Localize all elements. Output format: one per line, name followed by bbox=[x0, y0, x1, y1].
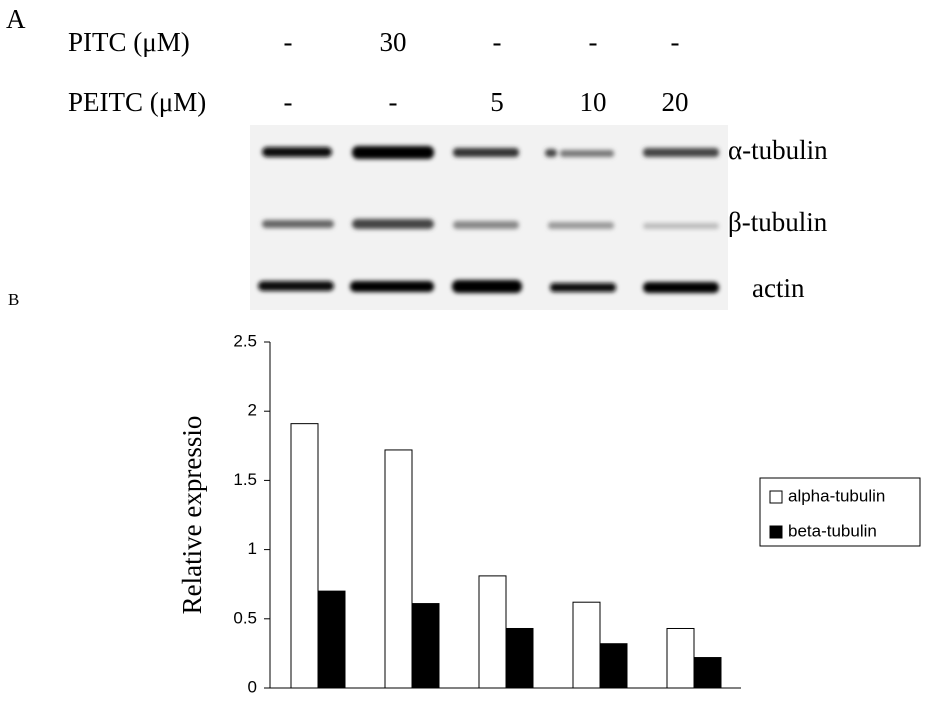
band-label: α-tubulin bbox=[728, 135, 828, 165]
row-value: 5 bbox=[490, 87, 504, 117]
y-tick-label: 2 bbox=[248, 401, 257, 420]
bar bbox=[478, 575, 507, 689]
y-tick-label: 0.5 bbox=[233, 608, 257, 627]
row-value: - bbox=[284, 27, 293, 57]
legend-label: beta-tubulin bbox=[788, 521, 877, 540]
row-value: - bbox=[671, 27, 680, 57]
bar bbox=[693, 657, 722, 689]
y-tick-label: 1.5 bbox=[233, 470, 257, 489]
row-value: 10 bbox=[580, 87, 607, 117]
row-value: 20 bbox=[662, 87, 689, 117]
row-value: - bbox=[389, 87, 398, 117]
row-value: - bbox=[284, 87, 293, 117]
band-label: β-tubulin bbox=[728, 207, 828, 237]
bar bbox=[290, 423, 319, 689]
bar bbox=[572, 601, 601, 689]
bar bbox=[505, 627, 534, 689]
band-label: actin bbox=[752, 273, 805, 303]
y-tick-label: 0 bbox=[248, 677, 257, 696]
bar bbox=[666, 627, 695, 689]
row-value: - bbox=[493, 27, 502, 57]
legend-swatch bbox=[769, 525, 783, 539]
bar bbox=[599, 643, 628, 689]
legend bbox=[759, 477, 921, 547]
y-axis-title: Relative expressio bbox=[177, 416, 207, 615]
row-label: PITC (μM) bbox=[68, 27, 190, 57]
legend-label: alpha-tubulin bbox=[788, 486, 885, 505]
blot-bands bbox=[258, 146, 719, 293]
bar bbox=[317, 590, 346, 689]
panel-label: A bbox=[6, 4, 26, 34]
y-tick-label: 2.5 bbox=[233, 331, 257, 350]
panel-label: B bbox=[8, 290, 19, 309]
row-label: PEITC (μM) bbox=[68, 87, 206, 117]
row-value: - bbox=[589, 27, 598, 57]
bar bbox=[411, 603, 440, 689]
row-value: 30 bbox=[380, 27, 407, 57]
bar bbox=[384, 449, 413, 689]
legend-swatch bbox=[769, 490, 783, 504]
y-tick-label: 1 bbox=[248, 539, 257, 558]
